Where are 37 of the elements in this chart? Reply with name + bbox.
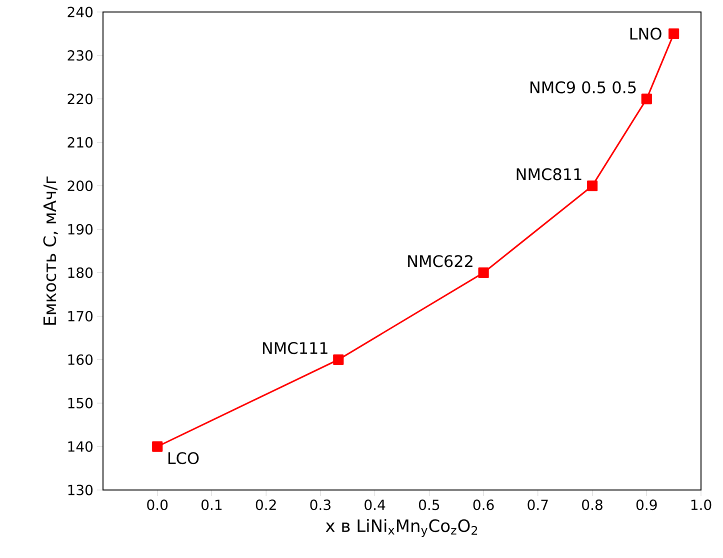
y-tick-label: 230	[68, 50, 93, 61]
y-tick-label: 210	[68, 137, 93, 148]
x-tick-label: 0.4	[364, 500, 386, 510]
point	[333, 354, 344, 365]
x-tick-label: 0.0	[147, 500, 168, 510]
point	[641, 94, 652, 104]
x-tick-label: 0.7	[528, 500, 548, 510]
x-tick-label: 0.8	[582, 500, 602, 510]
x-axis-title: x в LiNi$_{x}$Mn$_{y}$Co$_{z}$O$_{2}$	[326, 518, 478, 537]
y-tick-label: 170	[68, 310, 93, 322]
annotation: NMC811	[516, 168, 582, 180]
y-tick-label: 130	[68, 484, 93, 496]
annotation: NMC622	[408, 255, 472, 268]
y-tick-label: 240	[68, 6, 93, 18]
x-tick-label: 0.1	[202, 500, 222, 510]
x-tick-label: 0.6	[473, 500, 494, 510]
point	[478, 267, 489, 278]
y-tick-label: 200	[68, 180, 93, 192]
point	[668, 28, 680, 40]
annotation: LCO	[168, 452, 199, 464]
point	[586, 180, 598, 192]
y-tick-label: 190	[68, 224, 93, 235]
annotation: NMC111	[262, 342, 328, 354]
annotation: NMC9 0.5 0.5	[530, 81, 636, 94]
x-tick-label: 0.9	[636, 500, 657, 510]
y-axis-title: Емкость C, мАч/г	[43, 176, 58, 325]
y-tick-label: 180	[68, 267, 93, 278]
y-tick-label: 220	[68, 94, 93, 104]
point	[152, 441, 163, 452]
y-tick-label: 150	[68, 398, 93, 408]
annotation: LNO	[630, 28, 662, 40]
y-tick-label: 160	[68, 354, 93, 365]
x-tick-label: 0.3	[310, 500, 330, 510]
x-tick-label: 0.2	[256, 500, 276, 510]
y-tick-label: 140	[68, 441, 93, 452]
x-tick-label: 1.0	[691, 500, 712, 510]
x-tick-label: 0.5	[418, 500, 440, 510]
